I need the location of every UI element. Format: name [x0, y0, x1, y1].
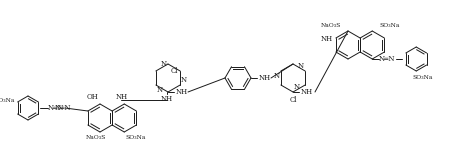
Text: SO₃Na: SO₃Na — [379, 23, 400, 28]
Text: N: N — [161, 60, 167, 68]
Text: N═N: N═N — [48, 104, 64, 112]
Text: Cl: Cl — [289, 96, 297, 104]
Text: NH: NH — [115, 93, 128, 101]
Text: NaO₃S: NaO₃S — [320, 23, 341, 28]
Text: NH: NH — [301, 88, 313, 96]
Text: N═N: N═N — [379, 55, 395, 63]
Text: N: N — [157, 86, 163, 94]
Text: OH: OH — [87, 93, 99, 101]
Text: N: N — [298, 62, 304, 70]
Text: NH: NH — [176, 88, 188, 96]
Text: NH: NH — [259, 74, 271, 82]
Text: Cl: Cl — [171, 67, 178, 75]
Text: NH: NH — [161, 95, 173, 103]
Text: N═N: N═N — [54, 104, 71, 112]
Text: N: N — [274, 72, 280, 80]
Text: SO₃Na: SO₃Na — [412, 75, 432, 80]
Text: N: N — [181, 76, 187, 84]
Text: NaO₃S: NaO₃S — [86, 135, 106, 140]
Text: SO₃Na: SO₃Na — [0, 98, 15, 103]
Text: NH: NH — [321, 35, 333, 43]
Text: SO₃Na: SO₃Na — [125, 135, 146, 140]
Text: N: N — [294, 83, 300, 91]
